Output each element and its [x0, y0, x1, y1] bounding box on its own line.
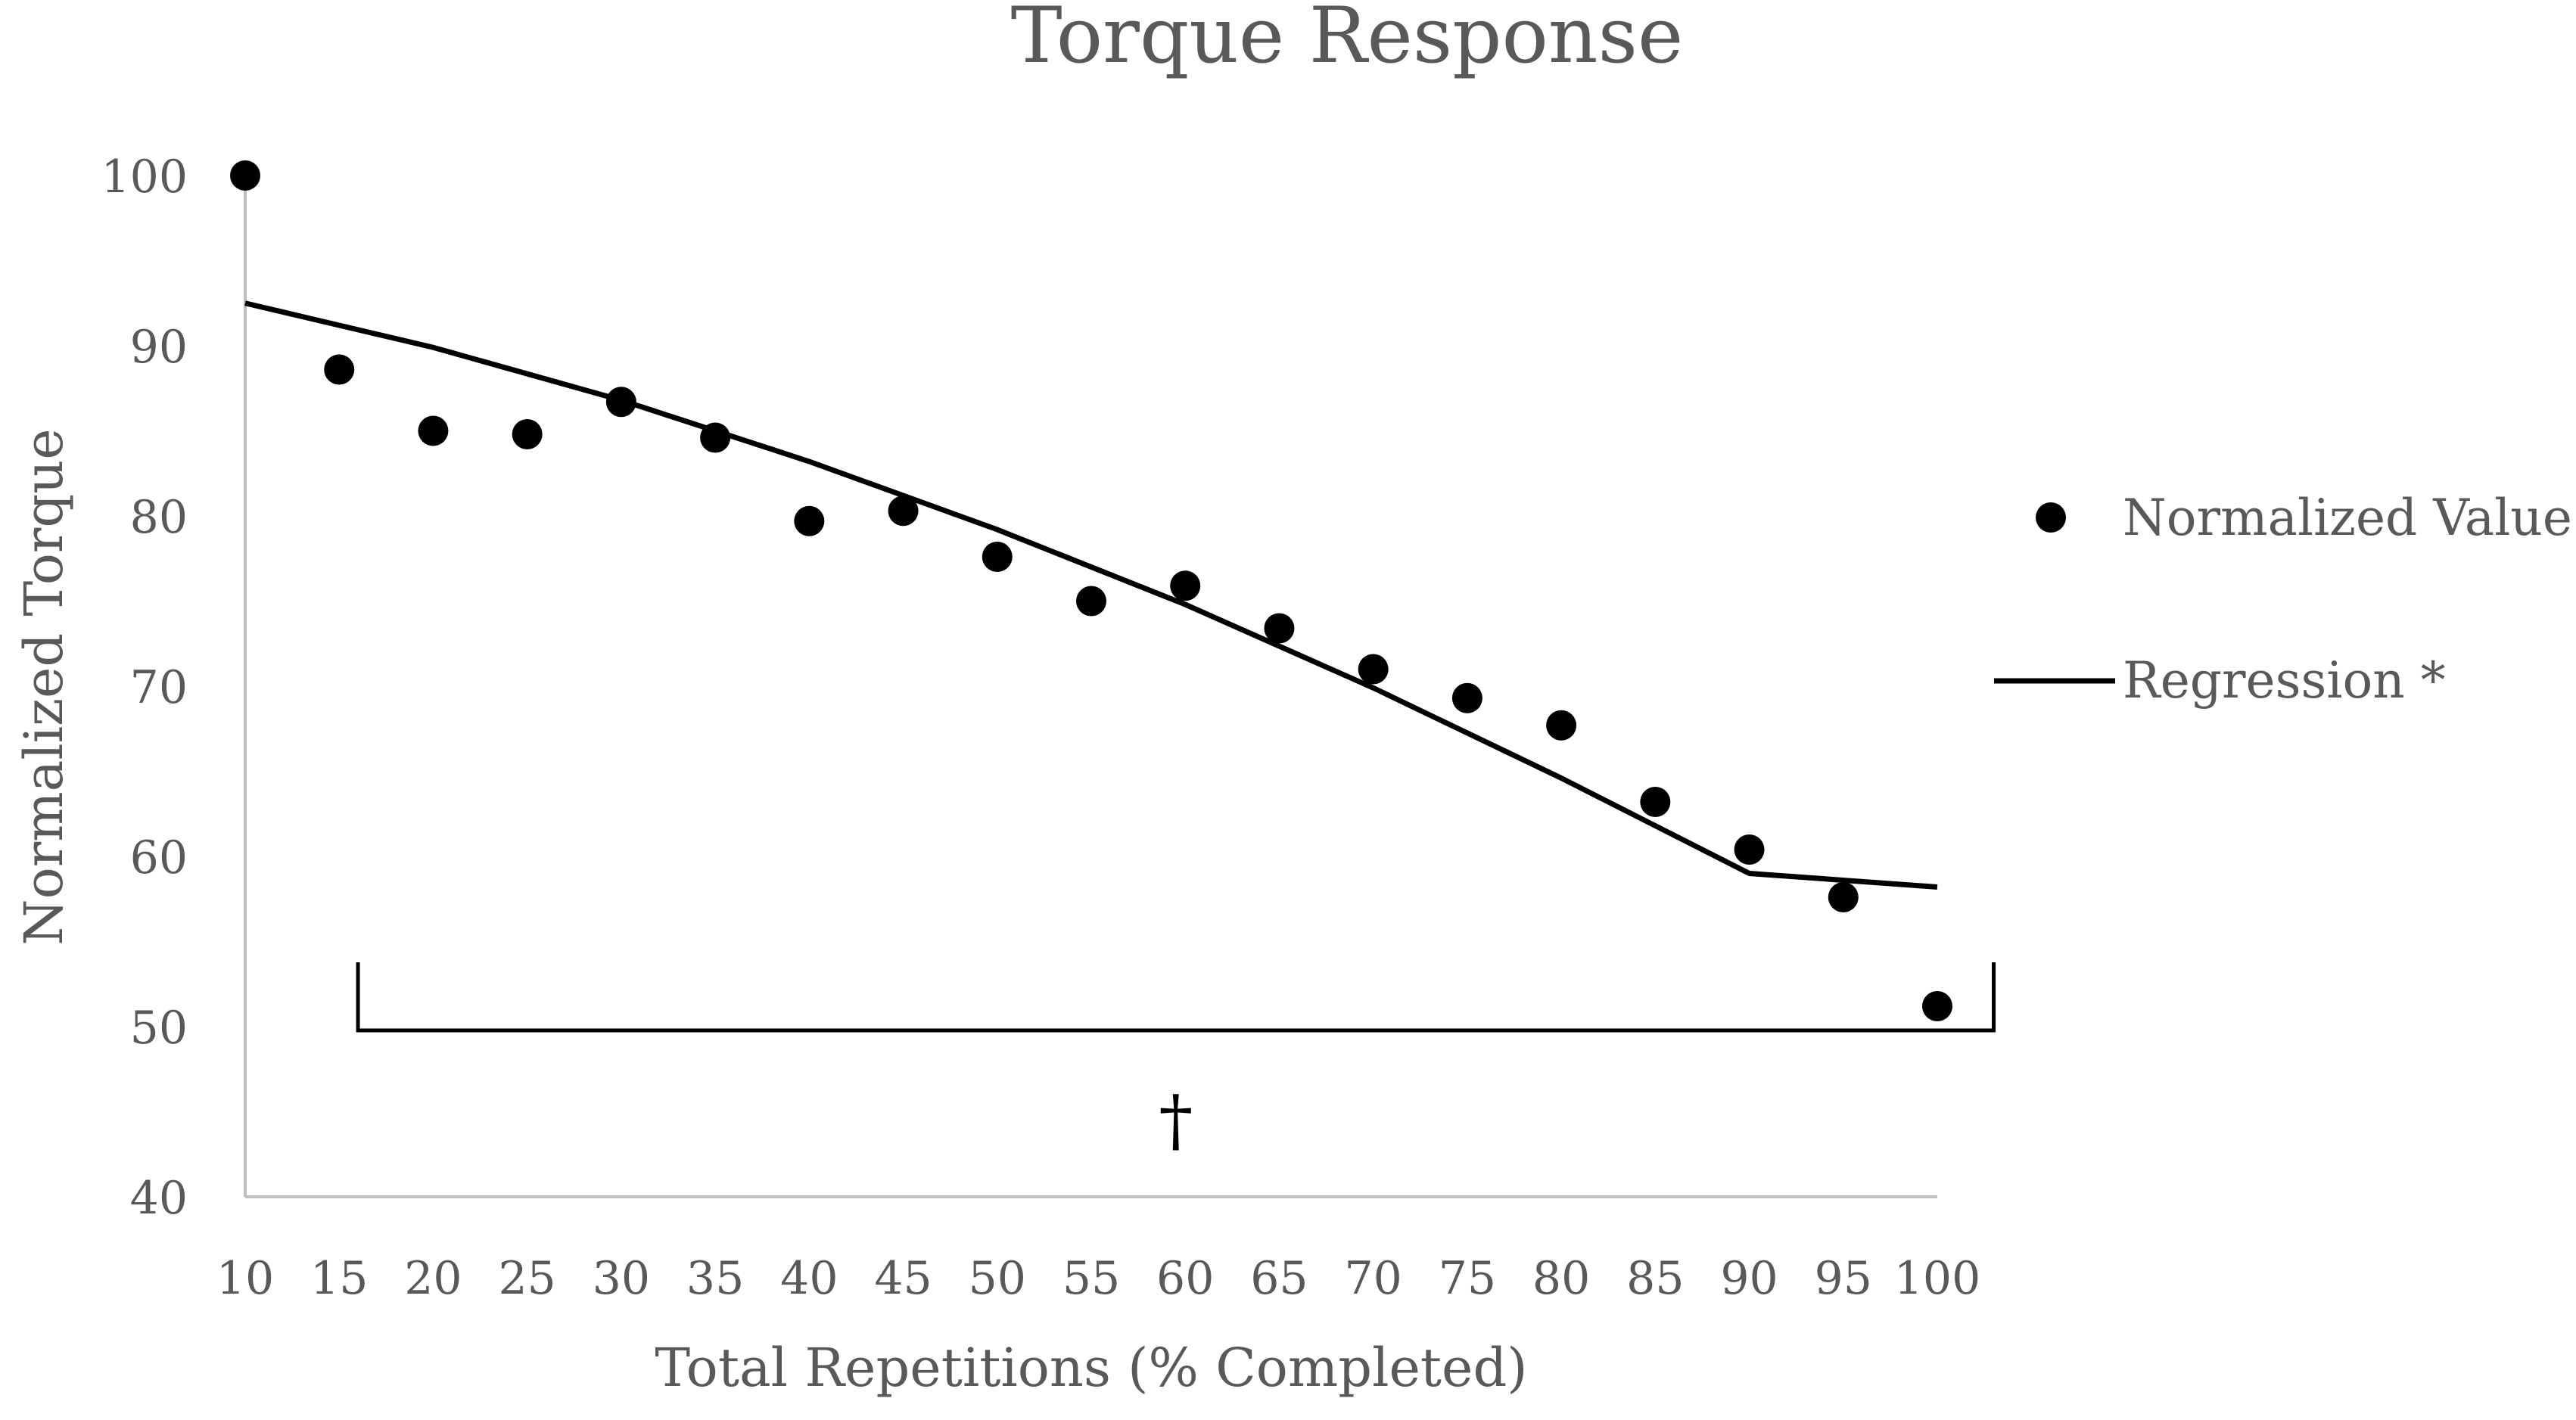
x-tick-label: 40: [780, 1252, 838, 1305]
data-point: [1734, 834, 1765, 865]
x-tick-label: 70: [1344, 1252, 1402, 1305]
y-tick-label: 100: [101, 151, 188, 204]
x-tick-label: 60: [1156, 1252, 1214, 1305]
x-tick-label: 95: [1815, 1252, 1872, 1305]
x-tick-label: 10: [216, 1252, 274, 1305]
data-point: [605, 387, 636, 418]
x-tick-label: 35: [686, 1252, 744, 1305]
legend-label-regression: Regression *: [2123, 651, 2446, 710]
data-point: [1546, 710, 1577, 741]
x-tick-label: 20: [404, 1252, 462, 1305]
data-point: [1264, 613, 1295, 644]
significance-bracket: [356, 962, 1996, 1033]
x-tick-label: 85: [1626, 1252, 1684, 1305]
x-tick-label: 55: [1062, 1252, 1120, 1305]
legend: Normalized Value Regression *: [1994, 489, 2572, 710]
x-tick-label: 50: [969, 1252, 1026, 1305]
y-tick-labels: 40 50 60 70 80 90 100: [101, 151, 188, 1225]
data-point: [324, 354, 355, 385]
x-tick-label: 100: [1894, 1252, 1981, 1305]
data-point: [888, 496, 919, 527]
data-point: [1922, 991, 1952, 1021]
data-point: [418, 415, 449, 446]
regression-line: [244, 300, 1938, 890]
data-point: [700, 422, 731, 453]
data-point: [1358, 654, 1389, 685]
y-tick-label: 50: [130, 1002, 188, 1055]
y-tick-label: 80: [130, 491, 188, 544]
x-tick-label: 30: [593, 1252, 650, 1305]
data-point: [1451, 682, 1482, 713]
x-tick-label: 45: [874, 1252, 932, 1305]
data-point: [1828, 882, 1859, 912]
y-axis-title: Normalized Torque: [13, 428, 75, 945]
x-tick-label: 15: [310, 1252, 368, 1305]
x-tick-label: 65: [1250, 1252, 1308, 1305]
x-tick-label: 90: [1720, 1252, 1778, 1305]
x-axis-title: Total Repetitions (% Completed): [655, 1337, 1527, 1399]
data-point: [1076, 586, 1106, 617]
y-tick-label: 40: [130, 1172, 188, 1225]
x-tick-label: 75: [1439, 1252, 1496, 1305]
data-point: [1170, 570, 1201, 601]
y-tick-label: 70: [130, 661, 188, 714]
scatter-points: [230, 160, 1952, 1021]
y-tick-label: 60: [130, 831, 188, 884]
significance-dagger: †: [1159, 1081, 1193, 1161]
y-tick-label: 90: [130, 321, 188, 374]
x-tick-label: 80: [1532, 1252, 1590, 1305]
data-point: [1640, 787, 1671, 817]
x-tick-label: 25: [498, 1252, 555, 1305]
chart-title: Torque Response: [1011, 0, 1684, 81]
data-point: [230, 160, 260, 191]
legend-marker-normalized-value: [2036, 502, 2066, 533]
x-tick-labels: 10 15 20 25 30 35 40 45 50 55 60 65 70 75 80 85 90 95 100: [216, 1252, 1980, 1305]
data-point: [512, 419, 543, 449]
data-point: [982, 542, 1013, 572]
legend-label-normalized-value: Normalized Value: [2123, 489, 2572, 547]
data-point: [794, 505, 825, 536]
